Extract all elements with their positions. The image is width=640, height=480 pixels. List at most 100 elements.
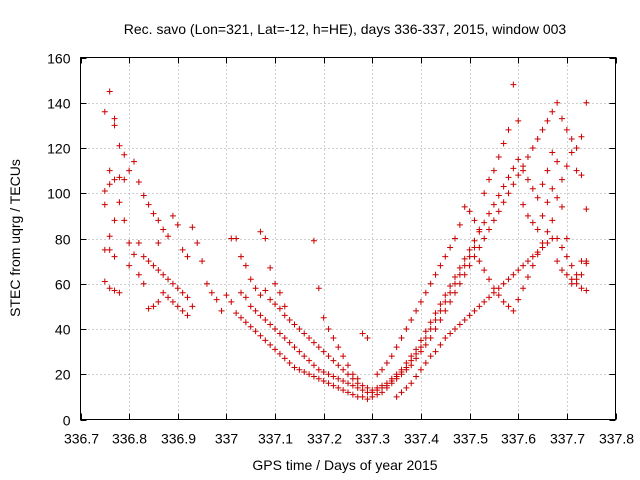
data-point [111,217,118,224]
data-point [583,206,590,213]
data-point [101,108,108,115]
data-point [466,208,473,215]
data-point [481,298,488,305]
data-point [135,178,142,185]
data-point [169,298,176,305]
data-point [257,292,264,299]
data-point [515,296,522,303]
data-point [145,305,152,312]
data-point [267,264,274,271]
data-point [490,217,497,224]
data-point [544,228,551,235]
data-point [524,154,531,161]
data-point [466,312,473,319]
data-point [281,312,288,319]
data-point [549,185,556,192]
data-point [340,366,347,373]
data-point [106,181,113,188]
data-point [272,346,279,353]
data-point [578,172,585,179]
data-point [481,267,488,274]
data-point [549,149,556,156]
data-point [437,301,444,308]
data-point [447,244,454,251]
data-point [510,181,517,188]
data-point [379,384,386,391]
y-tick-label: 0 [63,413,71,429]
x-tick-label: 337.8 [599,431,634,447]
data-point [398,389,405,396]
data-point [242,294,249,301]
data-point [335,384,342,391]
data-point [291,364,298,371]
data-point [272,326,279,332]
data-point [393,373,400,380]
y-tick-label: 80 [55,232,71,248]
data-point [422,359,429,366]
y-tick-label: 20 [55,367,71,383]
y-tick-label: 120 [47,141,71,157]
data-point [490,201,497,208]
x-axis-label: GPS time / Days of year 2015 [252,457,437,473]
data-point [495,192,502,199]
data-point [111,253,118,260]
data-point [413,350,420,357]
data-point [345,380,351,387]
data-point [529,185,536,192]
data-point [515,267,522,274]
data-point [238,314,244,321]
data-point [160,226,167,233]
data-point [340,378,347,385]
data-point [534,194,541,201]
data-point [573,145,580,151]
data-point [281,303,288,310]
data-point [126,240,133,247]
data-point [257,312,264,319]
data-point [573,167,580,174]
data-point [131,158,137,165]
data-point [549,217,556,224]
data-point [320,314,327,321]
data-point [106,167,113,174]
y-tick-label: 60 [55,277,71,293]
data-point [461,255,468,262]
data-point [184,312,191,319]
data-point [524,258,531,265]
data-point [320,368,327,375]
data-point [461,203,468,210]
data-point [544,240,551,247]
data-point [437,262,444,269]
data-point [549,235,556,242]
data-point [427,326,434,332]
data-point [116,199,123,206]
data-point [461,262,468,269]
y-axis-label: STEC from uqrg / TECUs [7,159,23,317]
data-point [520,262,527,269]
data-point [563,271,570,278]
data-point [432,316,439,323]
data-point [301,368,308,375]
data-point [388,353,395,360]
data-point [267,321,274,328]
x-tick-label: 337.6 [501,431,536,447]
data-point [500,183,507,190]
data-point [563,235,570,242]
data-point [252,285,259,292]
data-point [568,135,575,142]
data-point [165,233,172,240]
data-point [160,271,167,278]
x-tick-label: 337.7 [550,431,585,447]
data-point [554,158,561,165]
data-point [515,117,522,124]
data-point [563,163,570,170]
data-point [131,251,137,258]
data-point [296,348,303,355]
data-point [559,115,565,122]
data-point [320,378,327,385]
axis-ticks [80,57,617,421]
data-point [500,298,507,305]
data-point [106,88,113,95]
data-point [189,224,196,231]
data-point [349,391,356,398]
data-point [126,262,133,269]
